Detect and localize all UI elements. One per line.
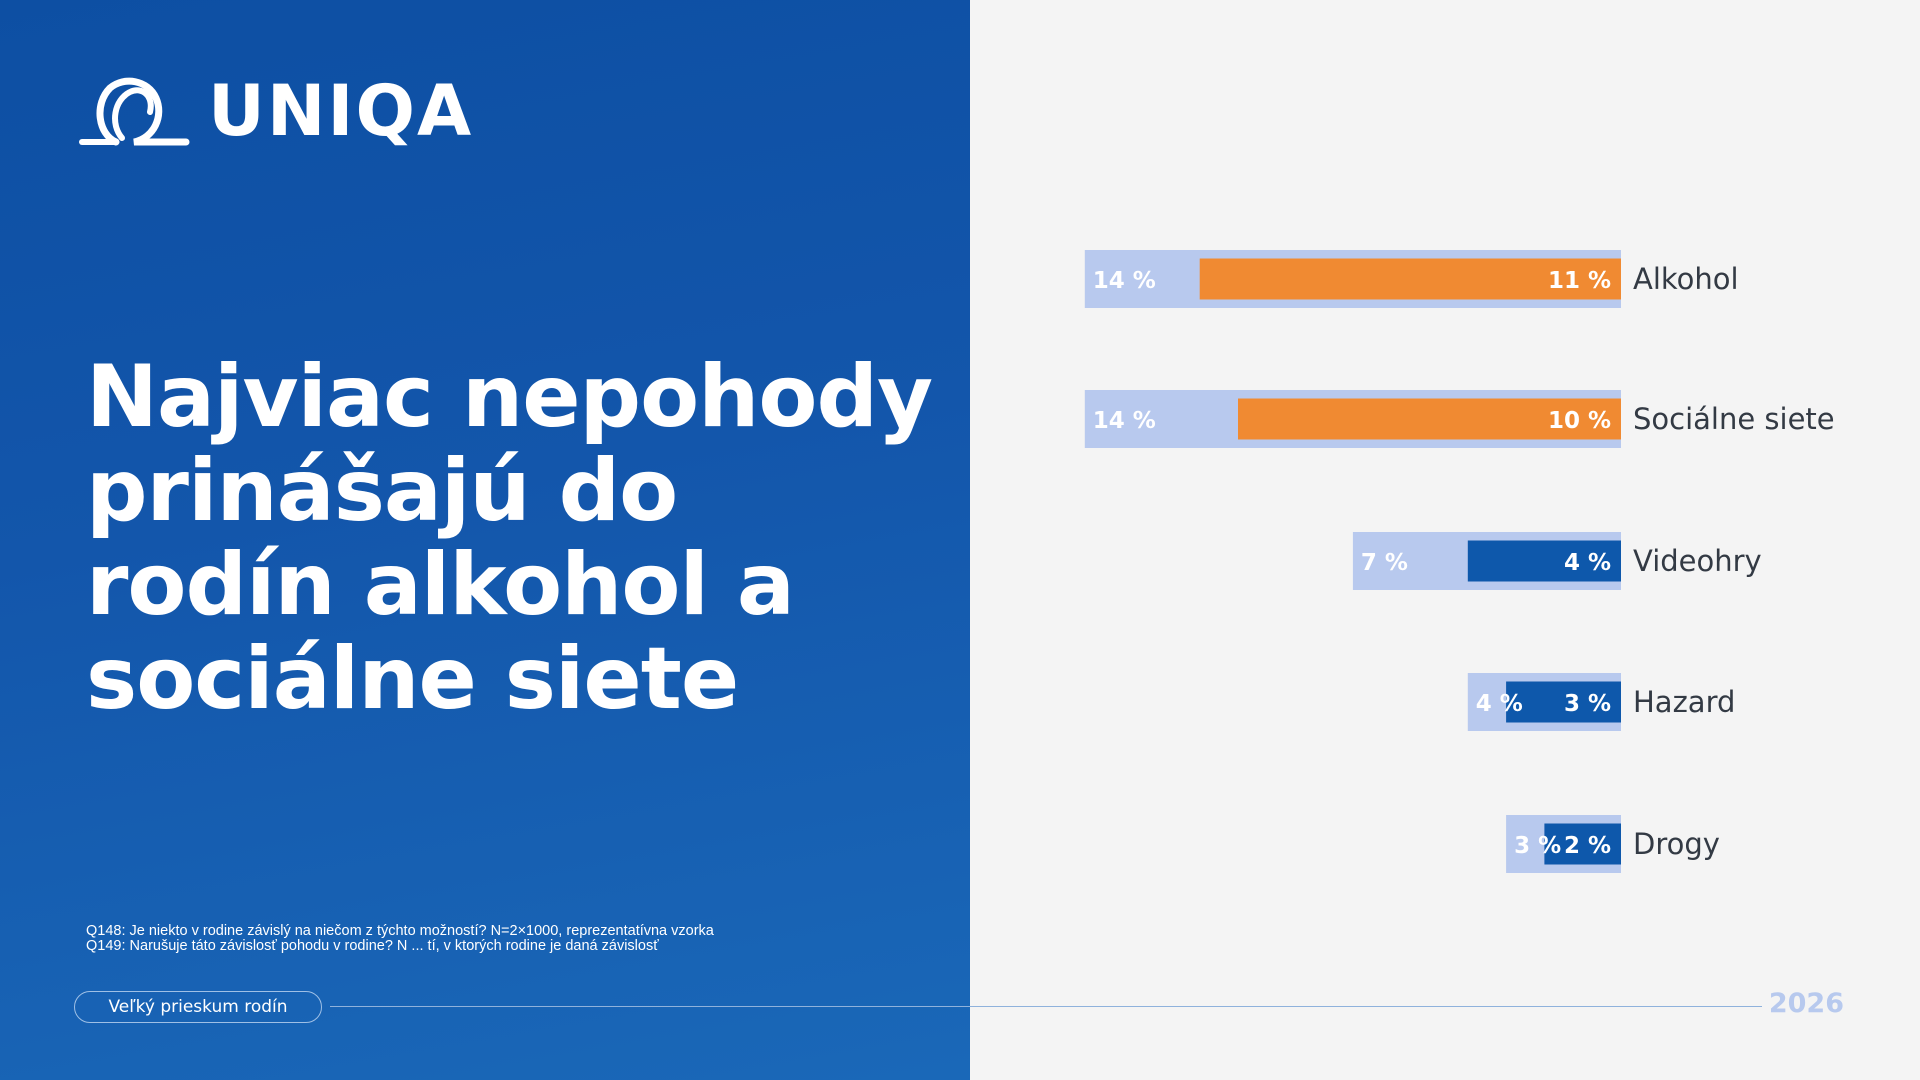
bar-disrupts-label-1: 10 % — [1548, 408, 1611, 434]
bar-disrupts-0 — [1199, 258, 1621, 300]
bar-disrupts-label-3: 3 % — [1564, 691, 1611, 717]
footnote-q149: Q149: Narušuje táto závislosť pohodu v r… — [86, 938, 659, 954]
bar-disrupts-label-0: 11 % — [1548, 268, 1611, 294]
category-label-1: Sociálne siete — [1633, 402, 1835, 436]
category-label-0: Alkohol — [1633, 262, 1739, 296]
bar-disrupts-label-4: 2 % — [1564, 833, 1611, 859]
uniqa-logo: UNIQA — [76, 74, 473, 148]
bar-disrupts-label-2: 4 % — [1564, 550, 1611, 576]
bar-total-label-1: 14 % — [1093, 408, 1156, 434]
bar-total-label-3: 4 % — [1476, 691, 1523, 717]
bar-disrupts-4 — [1544, 823, 1621, 865]
footnotes: Q148: Je niekto v rodine závislý na nieč… — [86, 924, 906, 954]
category-label-2: Videohry — [1633, 544, 1762, 578]
timeline-line — [330, 1006, 1762, 1007]
footnote-q148: Q148: Je niekto v rodine závislý na nieč… — [86, 923, 714, 939]
left-panel: UNIQA Najviac nepohody prinášajú do rodí… — [0, 0, 970, 1080]
survey-label-pill: Veľký prieskum rodín — [74, 991, 322, 1023]
bar-total-label-4: 3 % — [1514, 833, 1561, 859]
category-label-3: Hazard — [1633, 685, 1735, 719]
category-label-4: Drogy — [1633, 827, 1720, 861]
bar-total-label-2: 7 % — [1361, 550, 1408, 576]
headline: Najviac nepohody prinášajú do rodín alko… — [86, 347, 933, 729]
bar-disrupts-1 — [1238, 398, 1621, 440]
uniqa-logo-icon — [79, 77, 190, 146]
bar-disrupts-2 — [1467, 540, 1621, 582]
logo-wordmark: UNIQA — [208, 70, 474, 152]
year-label: 2026 — [1768, 988, 1844, 1019]
bar-disrupts-3 — [1506, 681, 1621, 723]
bar-total-label-0: 14 % — [1093, 268, 1156, 294]
